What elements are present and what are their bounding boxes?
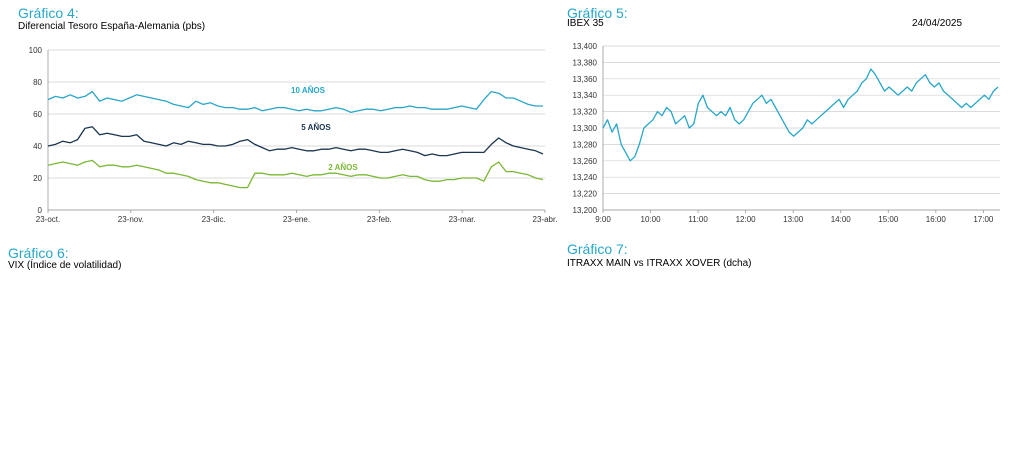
y-tick-label: 20 — [33, 174, 42, 183]
x-tick-label: 16:00 — [926, 215, 947, 224]
y-tick-label: 80 — [33, 78, 42, 87]
series-line-1 — [47, 126, 544, 157]
series-label: 5 AÑOS — [301, 123, 331, 132]
chart-panel-itraxx: Gráfico 7: ITRAXX MAIN vs ITRAXX XOVER (… — [560, 238, 1023, 460]
y-tick-label: 13,240 — [573, 173, 598, 182]
x-tick-label: 23-ene. — [283, 215, 310, 224]
chart-title: IBEX 35 — [567, 18, 604, 29]
y-tick-label: 13,400 — [573, 42, 598, 51]
series-line-0 — [47, 90, 543, 114]
x-tick-label: 23-abr. — [533, 215, 558, 224]
chart-number: Gráfico 5: — [567, 5, 628, 21]
chart-title: VIX (Índice de volatilidad) — [8, 260, 122, 271]
chart-panel-ibex: Gráfico 5: IBEX 35 24/04/2025 13,200 13,2… — [560, 0, 1023, 228]
chart-plot: 13,200 13,220 13,240 13,260 13,280 13,300 13,3… — [573, 42, 1000, 224]
chart-panel-spread: Gráfico 4: Diferencial Tesoro España-Ale… — [0, 0, 560, 228]
x-tick-label: 15:00 — [878, 215, 899, 224]
chart-number: Gráfico 7: — [567, 241, 628, 257]
chart-title: Diferencial Tesoro España-Alemania (pbs) — [18, 21, 206, 32]
y-tick-label: 13,340 — [573, 91, 598, 100]
y-tick-label: 13,220 — [573, 190, 598, 199]
series-line-0 — [602, 68, 999, 162]
chart-title: ITRAXX MAIN vs ITRAXX XOVER (dcha) — [567, 258, 752, 269]
y-tick-label: 13,280 — [573, 140, 598, 149]
series-label: 10 AÑOS — [291, 86, 326, 95]
y-tick-label: 40 — [33, 142, 42, 151]
x-tick-label: 13:00 — [783, 215, 804, 224]
x-tick-label: 10:00 — [641, 215, 662, 224]
y-tick-label: 100 — [29, 46, 43, 55]
series-line-2 — [47, 159, 544, 189]
x-tick-label: 12:00 — [736, 215, 757, 224]
y-tick-label: 13,380 — [573, 58, 598, 67]
chart-plot: 50556065707580859020025030035040045002/0… — [560, 238, 1023, 460]
y-tick-label: 60 — [33, 110, 42, 119]
y-tick-label: 13,200 — [573, 206, 598, 215]
y-tick-label: 13,360 — [573, 75, 598, 84]
x-tick-label: 23-oct. — [36, 215, 60, 224]
x-tick-label: 23-mar. — [449, 215, 476, 224]
chart-number: Gráfico 4: — [18, 5, 79, 21]
y-tick-label: 13,320 — [573, 108, 598, 117]
x-tick-label: 11:00 — [688, 215, 708, 224]
x-tick-label: 23-dic. — [202, 215, 226, 224]
x-tick-label: 9:00 — [595, 215, 611, 224]
x-tick-label: 23-feb. — [367, 215, 392, 224]
series-label: 2 AÑOS — [328, 163, 358, 172]
chart-date: 24/04/2025 — [912, 18, 963, 29]
y-tick-label: 13,300 — [573, 124, 598, 133]
chart-panel-vix: Gráfico 6: VIX (Índice de volatilidad) 1… — [0, 238, 560, 460]
chart-plot: 1015202530354045505517/04/202409/07/2024… — [0, 238, 560, 460]
x-tick-label: 23-nov. — [118, 215, 144, 224]
chart-number: Gráfico 6: — [8, 245, 69, 261]
x-tick-label: 14:00 — [831, 215, 852, 224]
y-tick-label: 13,260 — [573, 157, 598, 166]
x-tick-label: 17:00 — [973, 215, 994, 224]
y-tick-label: 0 — [38, 206, 43, 215]
chart-plot: 0 20 40 60 80 100 23-oct. 23-nov. 23-dic. 23-ene.… — [29, 46, 558, 224]
